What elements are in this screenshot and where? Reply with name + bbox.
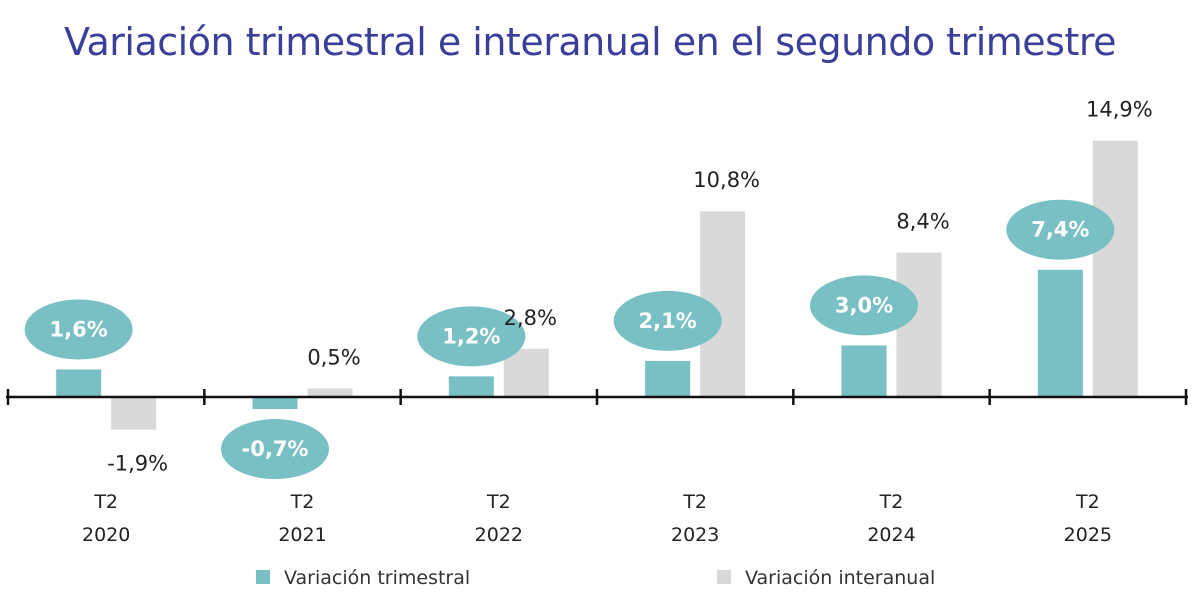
tick-label-line2-4: 2024 bbox=[867, 524, 915, 546]
tick-label-line2-5: 2025 bbox=[1064, 524, 1112, 546]
x-axis: T2 2020 T2 2021 T2 2022 T2 2023 T2 2024 T2 2025 bbox=[6, 389, 1188, 546]
bar-trimestral-5 bbox=[1037, 269, 1083, 397]
tick-label-line1-5: T2 bbox=[1075, 491, 1100, 513]
legend-label-1: Variación interanual bbox=[745, 567, 935, 589]
tick-label-line1-2: T2 bbox=[486, 491, 511, 513]
chart-title: Variación trimestral e interanual en el … bbox=[63, 20, 1117, 64]
bar-interanual-2 bbox=[503, 348, 549, 397]
legend: Variación trimestral Variación interanual bbox=[256, 567, 935, 589]
legend-swatch-1 bbox=[717, 570, 731, 584]
tick-label-line1-0: T2 bbox=[93, 491, 118, 513]
bubble-trimestral-2 bbox=[417, 306, 526, 367]
label-interanual-1: 0,5% bbox=[307, 345, 360, 369]
label-interanual-3: 10,8% bbox=[693, 168, 760, 192]
tick-label-line1-4: T2 bbox=[879, 491, 904, 513]
bubble-trimestral-0 bbox=[24, 299, 133, 360]
label-trimestral-1: -0,7% bbox=[242, 437, 309, 461]
bar-trimestral-4 bbox=[841, 345, 887, 397]
bubble-trimestral-1 bbox=[221, 419, 329, 480]
label-interanual-2: 2,8% bbox=[504, 306, 557, 330]
bar-trimestral-0 bbox=[56, 369, 102, 397]
bubble-trimestral-5 bbox=[1006, 199, 1115, 260]
bar-trimestral-1 bbox=[252, 397, 298, 410]
bar-interanual-1 bbox=[307, 388, 353, 397]
bar-trimestral-2 bbox=[448, 376, 494, 397]
legend-swatch-0 bbox=[256, 570, 270, 584]
tick-label-line2-3: 2023 bbox=[671, 524, 719, 546]
tick-label-line2-2: 2022 bbox=[475, 524, 523, 546]
labels-layer: 1,6% -1,9% -0,7% 0,5% 1,2%2,8% 2,1% 10,8% 3,0% 8… bbox=[24, 98, 1153, 480]
tick-label-line1-1: T2 bbox=[290, 491, 315, 513]
label-trimestral-0: 1,6% bbox=[50, 317, 108, 341]
legend-label-0: Variación trimestral bbox=[284, 567, 470, 589]
bar-interanual-5 bbox=[1092, 140, 1138, 397]
label-trimestral-3: 2,1% bbox=[639, 309, 697, 333]
label-interanual-0: -1,9% bbox=[107, 452, 168, 476]
label-trimestral-2: 1,2% bbox=[442, 324, 500, 348]
tick-label-line2-0: 2020 bbox=[82, 524, 130, 546]
bars-layer bbox=[56, 140, 1138, 430]
bar-trimestral-3 bbox=[645, 360, 691, 397]
label-interanual-5: 14,9% bbox=[1086, 98, 1153, 122]
bubble-trimestral-4 bbox=[810, 275, 918, 336]
bar-interanual-0 bbox=[111, 397, 157, 430]
label-trimestral-4: 3,0% bbox=[835, 293, 893, 317]
tick-label-line2-1: 2021 bbox=[278, 524, 326, 546]
tick-label-line1-3: T2 bbox=[682, 491, 707, 513]
label-interanual-4: 8,4% bbox=[896, 210, 949, 234]
label-trimestral-5: 7,4% bbox=[1031, 218, 1089, 242]
bubble-trimestral-3 bbox=[613, 290, 722, 351]
